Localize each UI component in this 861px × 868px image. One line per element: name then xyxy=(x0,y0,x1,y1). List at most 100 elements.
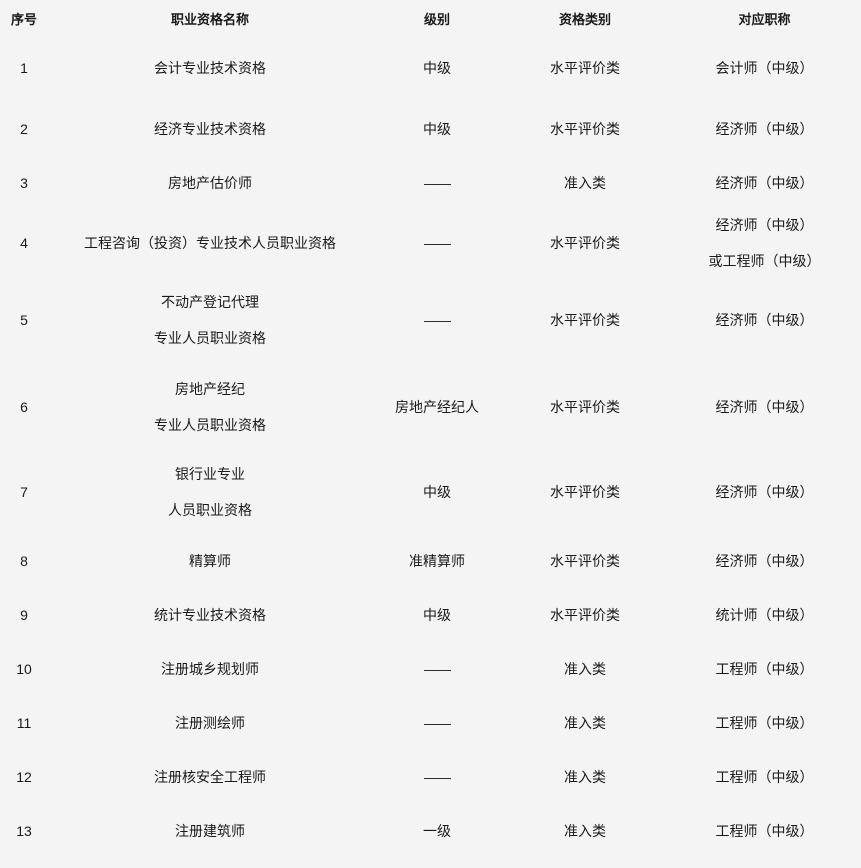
cell-name: 房地产经纪专业人员职业资格 xyxy=(48,364,372,451)
cell-category: 水平评价类 xyxy=(550,312,620,328)
cell-category: 水平评价类 xyxy=(550,399,620,415)
column-header-category: 资格类别 xyxy=(558,11,611,27)
table-row: 7 银行业专业 人员职业资格 中级 水平评价类 经济师（中级） xyxy=(0,451,861,534)
cell-title-lines: 经济师（中级） xyxy=(668,552,861,571)
cell-level: —— xyxy=(424,174,451,191)
cell-category: 准入类 xyxy=(564,822,606,839)
cell-title: 经济师（中级） 或工程师（中级） xyxy=(668,210,861,277)
cell-name-line: 精算师 xyxy=(189,552,231,569)
cell-name-lines: 精算师 xyxy=(48,552,372,571)
cell-name-lines: 注册建筑师 xyxy=(48,822,372,841)
cell-category: 水平评价类 xyxy=(550,484,620,500)
cell-title: 经济师（中级） xyxy=(668,156,861,210)
cell-title-line: 经济师（中级） xyxy=(715,217,814,233)
cell-name-line: 专业人员职业资格 xyxy=(154,417,266,433)
cell-title-lines: 工程师（中级） xyxy=(668,822,861,841)
cell-title-line: 经济师（中级） xyxy=(715,399,814,415)
cell-name-lines: 统计专业技术资格 xyxy=(48,606,372,625)
cell-name-line: 会计专业技术资格 xyxy=(154,59,266,76)
cell-name: 注册测绘师 xyxy=(48,696,372,750)
cell-name-lines: 房地产估价师 xyxy=(48,174,372,193)
cell-name-lines: 注册城乡规划师 xyxy=(48,660,372,679)
cell-name: 注册核安全工程师 xyxy=(48,750,372,804)
cell-category: 准入类 xyxy=(564,174,606,191)
table-header: 序号 职业资格名称 级别 资格类别 对应职称 xyxy=(0,0,861,34)
cell-title-lines: 统计师（中级） xyxy=(668,606,861,625)
cell-name-lines: 注册测绘师 xyxy=(48,714,372,733)
cell-name-lines: 经济专业技术资格 xyxy=(48,120,372,139)
cell-name-line: 注册测绘师 xyxy=(175,714,245,731)
cell-index: 9 xyxy=(20,606,28,623)
cell-index: 11 xyxy=(16,714,32,731)
cell-category: 水平评价类 xyxy=(550,120,620,137)
cell-title: 工程师（中级） xyxy=(668,696,861,750)
cell-name-lines: 银行业专业人员职业资格 xyxy=(48,465,372,520)
cell-name: 银行业专业人员职业资格 xyxy=(48,451,372,534)
cell-title: 经济师（中级） xyxy=(668,451,861,534)
cell-name: 会计专业技术资格 xyxy=(48,34,372,102)
cell-name-line: 工程咨询（投资）专业技术人员职业资格 xyxy=(84,235,336,251)
cell-title-line: 工程师（中级） xyxy=(715,660,814,677)
cell-category: 水平评价类 xyxy=(550,235,620,251)
cell-level: —— xyxy=(424,235,451,251)
cell-title-lines: 经济师（中级） xyxy=(668,483,861,502)
cell-name: 工程咨询（投资）专业技术人员职业资格 xyxy=(48,210,372,277)
cell-title-line: 工程师（中级） xyxy=(715,822,814,839)
cell-name-line: 不动产登记代理 xyxy=(161,294,259,310)
cell-name-line: 注册建筑师 xyxy=(175,822,245,839)
table-row: 13 注册建筑师 一级 准入类 工程师（中级） xyxy=(0,804,861,858)
cell-name-line: 房地产经纪 xyxy=(175,381,245,397)
cell-name: 统计专业技术资格 xyxy=(48,588,372,642)
cell-title-lines: 经济师（中级） xyxy=(668,311,861,330)
cell-title: 经济师（中级） xyxy=(668,277,861,364)
cell-name: 不动产登记代理 专业人员职业资格 xyxy=(48,277,372,364)
table-row: 2 经济专业技术资格 中级 水平评价类 经济师（中级） xyxy=(0,102,861,156)
cell-title-line: 经济师（中级） xyxy=(715,174,814,191)
cell-index: 3 xyxy=(20,174,28,191)
cell-title-line: 会计师（中级） xyxy=(715,59,814,76)
cell-name-lines: 不动产登记代理 专业人员职业资格 xyxy=(48,293,372,348)
cell-level: —— xyxy=(424,660,451,677)
cell-index: 12 xyxy=(16,768,32,785)
cell-title-line: 统计师（中级） xyxy=(715,606,814,623)
cell-index: 4 xyxy=(20,235,28,251)
cell-name: 精算师 xyxy=(48,534,372,588)
cell-title-lines: 工程师（中级） xyxy=(668,768,861,787)
table-row: 8 精算师 准精算师 水平评价类 经济师（中级） xyxy=(0,534,861,588)
cell-index: 5 xyxy=(20,312,28,328)
cell-category: 水平评价类 xyxy=(550,606,620,623)
table-header-row: 序号 职业资格名称 级别 资格类别 对应职称 xyxy=(0,0,861,34)
cell-title: 经济师（中级） xyxy=(668,534,861,588)
cell-name-line: 专业人员职业资格 xyxy=(154,330,266,346)
cell-level: 中级 xyxy=(423,120,451,137)
cell-title: 工程师（中级） xyxy=(668,750,861,804)
cell-title-lines: 会计师（中级） xyxy=(668,59,861,78)
cell-title-line: 经济师（中级） xyxy=(715,484,814,500)
column-header-index: 序号 xyxy=(10,11,37,27)
cell-category: 准入类 xyxy=(564,660,606,677)
cell-index: 8 xyxy=(20,552,28,569)
column-header-name: 职业资格名称 xyxy=(170,11,249,27)
cell-level: —— xyxy=(424,768,451,785)
cell-name-line: 人员职业资格 xyxy=(168,502,252,518)
cell-name-line: 银行业专业 xyxy=(175,466,245,482)
cell-name: 经济专业技术资格 xyxy=(48,102,372,156)
cell-title-lines: 经济师（中级） xyxy=(668,120,861,139)
cell-title-line: 或工程师（中级） xyxy=(708,253,821,269)
cell-title: 工程师（中级） xyxy=(668,642,861,696)
table-row: 10 注册城乡规划师 —— 准入类 工程师（中级） xyxy=(0,642,861,696)
cell-name-line: 统计专业技术资格 xyxy=(154,606,266,623)
cell-name-lines: 房地产经纪专业人员职业资格 xyxy=(48,380,372,435)
table-row: 4 工程咨询（投资）专业技术人员职业资格 —— 水平评价类 经济师（中级） 或工程师（中级… xyxy=(0,210,861,277)
cell-level: —— xyxy=(424,312,451,328)
cell-name-line: 注册核安全工程师 xyxy=(154,768,266,785)
cell-name: 房地产估价师 xyxy=(48,156,372,210)
cell-index: 6 xyxy=(20,399,28,415)
table-row: 6 房地产经纪 专业人员职业资格 房地产经纪人 水平评价类 经济师（中级） xyxy=(0,364,861,451)
cell-level: 一级 xyxy=(423,822,451,839)
cell-name-lines: 工程咨询（投资）专业技术人员职业资格 xyxy=(48,234,372,253)
cell-name-line: 房地产估价师 xyxy=(168,174,252,191)
table-row: 3 房地产估价师 —— 准入类 经济师（中级） xyxy=(0,156,861,210)
cell-index: 13 xyxy=(16,822,32,839)
